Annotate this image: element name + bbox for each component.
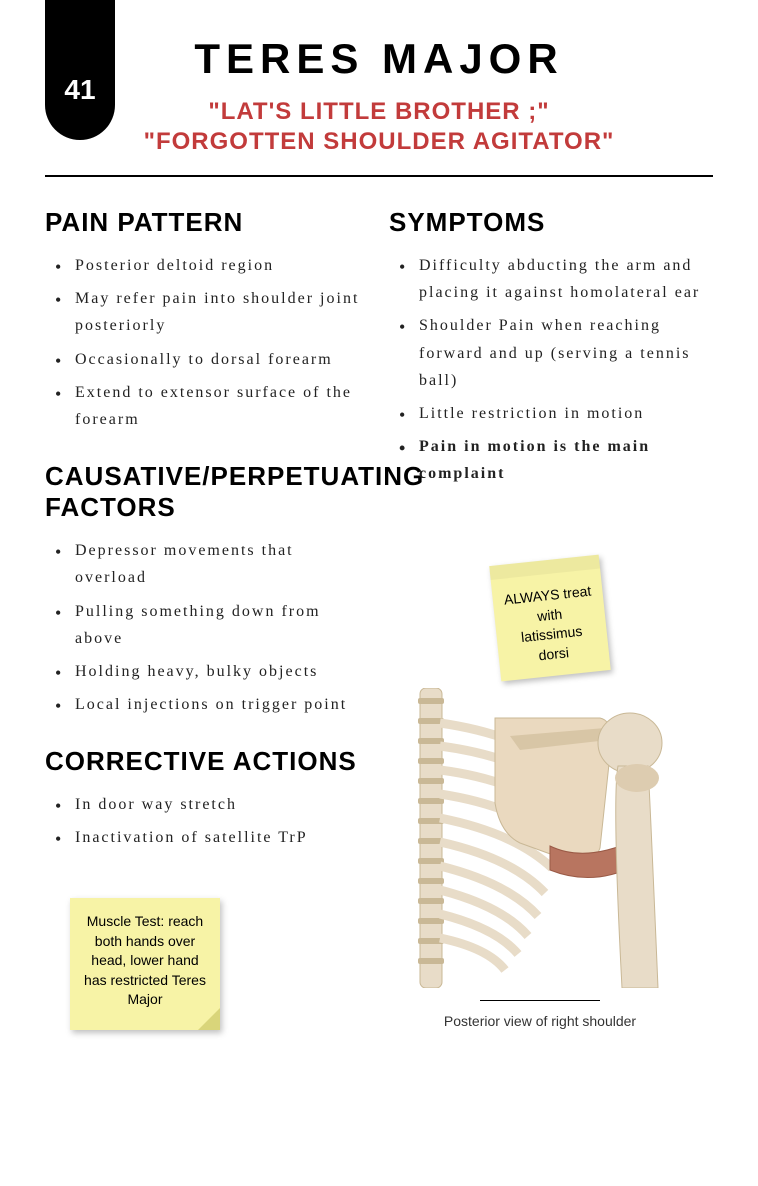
list-item: Little restriction in motion <box>419 400 713 427</box>
subtitle-line-2: "FORGOTTEN SHOULDER AGITATOR" <box>144 128 615 155</box>
anatomy-illustration <box>400 688 690 988</box>
list-item: Extend to extensor surface of the forear… <box>75 379 369 433</box>
corrective-list: In door way stretch Inactivation of sate… <box>45 791 369 851</box>
subtitle-line-1: "LAT'S LITTLE BROTHER ;" <box>208 98 549 125</box>
corrective-heading: CORRECTIVE ACTIONS <box>45 746 369 777</box>
page-number: 41 <box>64 74 95 106</box>
pain-pattern-heading: PAIN PATTERN <box>45 207 369 238</box>
figure-caption: Posterior view of right shoulder <box>430 1012 650 1032</box>
list-item: Holding heavy, bulky objects <box>75 658 369 685</box>
list-item: Depressor movements that overload <box>75 537 369 591</box>
list-item: Occasionally to dorsal forearm <box>75 346 369 373</box>
causative-list: Depressor movements that overload Pullin… <box>45 537 369 718</box>
list-item: Inactivation of satellite TrP <box>75 824 369 851</box>
pain-pattern-list: Posterior deltoid region May refer pain … <box>45 252 369 433</box>
sticky-note-always-treat: ALWAYS treat with latissimus dorsi <box>489 555 611 682</box>
list-item: Posterior deltoid region <box>75 252 369 279</box>
list-item: Local injections on trigger point <box>75 691 369 718</box>
skeleton-posterior-shoulder-icon <box>400 688 690 988</box>
symptoms-heading: SYMPTOMS <box>389 207 713 238</box>
list-item: Shoulder Pain when reaching forward and … <box>419 312 713 394</box>
list-item: Difficulty abducting the arm and placing… <box>419 252 713 306</box>
list-item: Pulling something down from above <box>75 598 369 652</box>
page-number-tab: 41 <box>45 0 115 140</box>
list-item: May refer pain into shoulder joint poste… <box>75 285 369 339</box>
list-item: In door way stretch <box>75 791 369 818</box>
list-item-bold: Pain in motion is the main complaint <box>419 433 713 487</box>
figure-caption-divider <box>480 1000 600 1001</box>
sticky-note-muscle-test: Muscle Test: reach both hands over head,… <box>70 898 220 1030</box>
causative-heading: CAUSATIVE/PERPETUATING FACTORS <box>45 461 369 523</box>
symptoms-list: Difficulty abducting the arm and placing… <box>389 252 713 488</box>
left-column: PAIN PATTERN Posterior deltoid region Ma… <box>45 207 369 880</box>
